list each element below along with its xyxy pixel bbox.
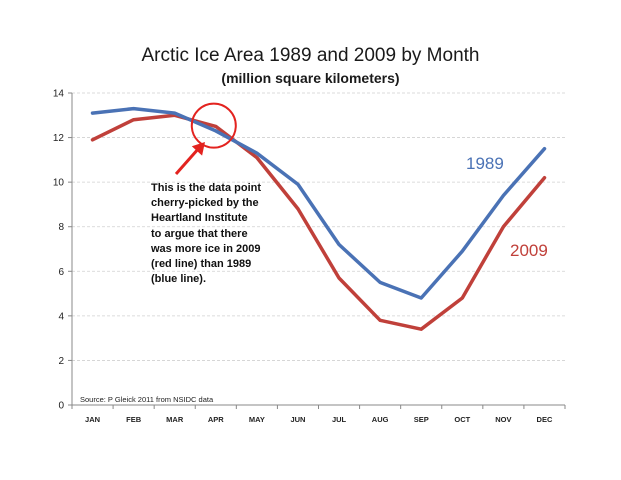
x-tick-label: JAN	[85, 415, 100, 424]
annotation-line: cherry-picked by the	[151, 197, 259, 210]
highlight-circle	[190, 102, 237, 149]
annotation-line: This is the data point	[151, 182, 262, 194]
x-tick-label: NOV	[495, 415, 511, 424]
y-tick-label: 12	[53, 133, 65, 144]
x-tick-label: AUG	[372, 415, 389, 424]
highlight-annotation	[174, 102, 237, 175]
annotation-text: This is the data point cherry-picked by …	[151, 181, 311, 287]
annotation-arrow	[174, 147, 201, 175]
x-tick-label: MAY	[249, 415, 265, 424]
y-tick-label: 14	[53, 89, 65, 100]
y-tick-label: 4	[58, 311, 64, 322]
series-line-1989	[90, 106, 547, 300]
series-label-2009: 2009	[510, 241, 548, 260]
x-tick-label: DEC	[537, 415, 553, 424]
chart-title: Arctic Ice Area 1989 and 2009 by Month	[141, 45, 480, 66]
x-tick-labels: JAN FEB MAR APR MAY JUN JUL AUG SEP OCT NOV DEC	[85, 415, 553, 424]
source-note: Source: P Gleick 2011 from NSIDC data	[80, 395, 214, 404]
annotation-line: (red line) than 1989	[151, 258, 252, 271]
arrow-head	[191, 142, 205, 156]
y-tick-label: 2	[58, 356, 64, 367]
x-tick-label: OCT	[454, 415, 470, 424]
y-tick-label: 0	[58, 401, 64, 412]
gridlines	[72, 92, 565, 361]
annotation-line: Heartland Institute	[151, 212, 248, 225]
series-lines	[90, 106, 547, 331]
axes	[68, 92, 566, 409]
annotation-line: was more ice in 2009	[151, 242, 261, 255]
series-label-1989: 1989	[466, 154, 504, 173]
y-tick-label: 8	[58, 222, 64, 233]
x-tick-label: MAR	[166, 415, 184, 424]
annotation-line: (blue line).	[151, 273, 206, 286]
y-tick-labels: 0 2 4 6 8 10 12 14	[53, 89, 65, 412]
chart-subtitle: (million square kilometers)	[221, 70, 400, 86]
x-tick-label: FEB	[126, 415, 142, 424]
x-tick-label: JUN	[290, 415, 305, 424]
annotation-line: to argue that there	[151, 227, 248, 240]
series-line-2009	[90, 113, 547, 331]
y-tick-label: 10	[53, 178, 65, 189]
x-tick-label: JUL	[332, 415, 347, 424]
y-tick-label: 6	[58, 267, 64, 278]
x-tick-label: SEP	[414, 415, 429, 424]
x-tick-label: APR	[208, 415, 224, 424]
